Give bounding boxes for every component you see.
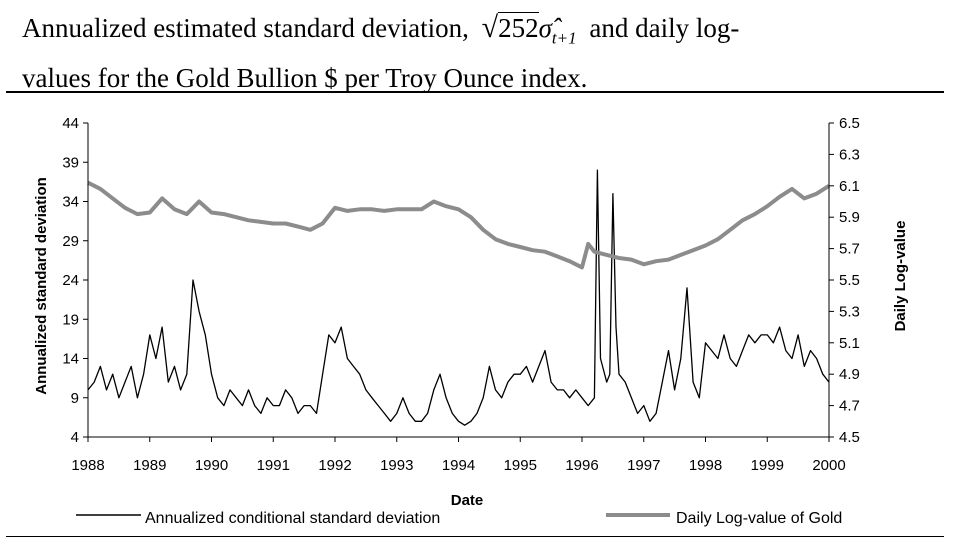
x-tick-label: 1991 xyxy=(257,457,290,474)
x-tick-label: 2000 xyxy=(812,457,845,474)
plot-area xyxy=(87,169,831,426)
y-right-tick-label: 6.3 xyxy=(839,146,860,163)
y-right-tick-label: 5.9 xyxy=(839,209,860,226)
y-right-tick-label: 6.5 xyxy=(839,115,860,132)
y-right-tick-label: 5.5 xyxy=(839,272,860,289)
y-left-tick-label: 14 xyxy=(62,351,79,368)
y-left-tick-label: 39 xyxy=(62,154,79,171)
y-right-tick-label: 5.7 xyxy=(839,241,860,258)
x-tick-label: 1990 xyxy=(195,457,228,474)
series-volatility-line xyxy=(87,169,830,426)
y-left-tick-label: 29 xyxy=(62,233,79,250)
y-left-tick-label: 34 xyxy=(62,194,79,211)
formula-number: 252 xyxy=(498,12,539,43)
bottom-rule xyxy=(6,536,944,537)
y-right-tick-label: 4.9 xyxy=(839,366,860,383)
caption-line2: values for the Gold Bullion $ per Troy O… xyxy=(22,63,588,94)
x-tick-label: 1997 xyxy=(627,457,660,474)
y-axis-right-label: Daily Log-value xyxy=(892,221,909,332)
y-right-tick-label: 5.3 xyxy=(839,303,860,320)
y-right-tick-label: 4.7 xyxy=(839,398,860,415)
x-tick-label: 1994 xyxy=(442,457,475,474)
x-axis-label: Date xyxy=(451,492,484,509)
legend-gold-label: Daily Log-value of Gold xyxy=(676,510,842,527)
x-tick-label: 1988 xyxy=(71,457,104,474)
x-tick-label: 1989 xyxy=(133,457,166,474)
y-right-tick-label: 5.1 xyxy=(839,335,860,352)
x-tick-label: 1996 xyxy=(565,457,598,474)
x-tick-label: 1998 xyxy=(689,457,722,474)
formula-sigma: σ̂ xyxy=(538,13,552,43)
x-tick-label: 1999 xyxy=(751,457,784,474)
legend: Annualized conditional standard deviatio… xyxy=(76,510,842,527)
caption-line1-after: and daily log- xyxy=(589,13,740,43)
y-right-tick-label: 6.1 xyxy=(839,178,860,195)
formula-subscript: t+1 xyxy=(551,28,577,48)
figure-caption: Annualized estimated standard deviation,… xyxy=(22,8,942,98)
y-axis-right: 4.5 4.7 4.9 5.1 5.3 5.5 5.7 5.9 6.1 6.3 6.5 xyxy=(828,115,860,446)
y-left-tick-label: 24 xyxy=(62,272,79,289)
x-tick-label: 1992 xyxy=(318,457,351,474)
x-axis: 1988 1989 1990 1991 1992 1993 1994 1995 1996 1997… xyxy=(71,436,846,474)
y-axis-left-label: Annualized standard deviation xyxy=(33,177,50,395)
caption-line1-before: Annualized estimated standard deviation, xyxy=(22,13,469,43)
series-gold-log-value-line xyxy=(87,180,831,270)
y-right-tick-label: 4.5 xyxy=(839,429,860,446)
y-left-tick-label: 4 xyxy=(71,429,79,446)
y-left-tick-label: 9 xyxy=(71,390,79,407)
y-left-tick-label: 44 xyxy=(62,115,79,132)
x-tick-label: 1993 xyxy=(380,457,413,474)
top-rule xyxy=(6,91,944,93)
legend-volatility-label: Annualized conditional standard deviatio… xyxy=(145,510,440,527)
x-tick-label: 1995 xyxy=(504,457,537,474)
y-left-tick-label: 19 xyxy=(62,311,79,328)
caption-formula: √252σ̂t+1 xyxy=(481,11,577,48)
y-axis-left: 4 9 14 19 24 29 34 39 44 xyxy=(62,115,89,446)
